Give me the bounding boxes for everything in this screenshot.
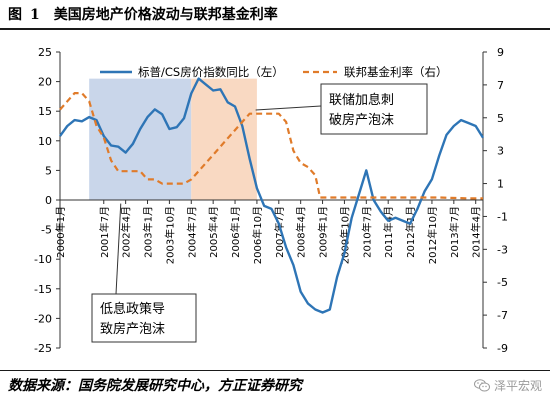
figure-title: 图 1 美国房地产价格波动与联邦基金利率	[8, 4, 278, 24]
right-tick-label: -1	[497, 210, 508, 223]
x-tick-label: 2008年4月	[295, 206, 308, 258]
left-tick-label: -20	[34, 312, 52, 325]
left-tick-label: -25	[34, 342, 52, 355]
annotation-leader-rate-hike	[255, 105, 322, 111]
right-tick-label: 7	[497, 79, 504, 92]
left-tick-label: -5	[41, 224, 52, 237]
left-tick-label: 5	[45, 164, 52, 177]
x-tick-label: 2009年10月	[338, 206, 351, 264]
x-tick-label: 2001年7月	[98, 206, 111, 258]
left-tick-label: 0	[45, 194, 52, 207]
figure-number: 1	[30, 7, 40, 23]
annotation-box-rate-hike	[320, 83, 428, 135]
annotation-text-rate-hike: 破房产泡沫	[329, 112, 394, 128]
annotation-text-rate-hike: 联储加息刺	[329, 92, 394, 108]
x-tick-label: 2004年7月	[185, 206, 198, 258]
left-tick-label: 10	[38, 135, 52, 148]
x-tick-label: 2011年4月	[382, 206, 395, 258]
right-tick-label: -5	[497, 276, 508, 289]
x-tick-label: 2003年10月	[163, 206, 176, 264]
watermark-text: 泽平宏观	[493, 379, 542, 393]
x-tick-label: 2012年10月	[426, 206, 439, 264]
figure-label: 图	[8, 7, 22, 23]
right-tick-label: 3	[497, 145, 504, 158]
fed-funds-rate-line	[59, 92, 483, 200]
left-tick-label: 20	[38, 76, 52, 89]
left-tick-label: 25	[38, 46, 52, 59]
source-rule	[0, 370, 550, 371]
wechat-icon	[473, 379, 490, 392]
x-tick-label: 2006年1月	[229, 206, 242, 258]
x-tick-label: 2014年4月	[470, 206, 483, 258]
x-tick-label: 2006年10月	[251, 206, 264, 264]
x-tick-label: 2010年7月	[360, 206, 373, 258]
annotation-text-low-rate: 致房产泡沫	[100, 321, 165, 337]
x-tick-label: 2000年1月	[54, 206, 67, 258]
right-tick-label: 9	[497, 46, 504, 59]
right-tick-label: 5	[497, 112, 504, 125]
right-tick-label: -7	[497, 309, 508, 322]
legend-label-hpi: 标普/CS房价指数同比（左）	[138, 65, 284, 79]
x-tick-label: 2012年1月	[404, 206, 417, 258]
left-tick-label: -10	[34, 253, 52, 266]
right-tick-label: -9	[497, 342, 508, 355]
annotation-leader-low-rate	[115, 203, 122, 295]
hpi-yoy-line	[59, 77, 485, 314]
legend-label-fed: 联邦基金利率（右）	[344, 65, 448, 79]
left-tick-label: -15	[34, 283, 52, 296]
right-tick-label: -3	[497, 243, 508, 256]
figure-title-text: 美国房地产价格波动与联邦基金利率	[53, 7, 278, 23]
annotation-box-low-rate	[91, 293, 197, 343]
watermark: 泽平宏观	[473, 377, 542, 394]
source-note: 数据来源：国务院发展研究中心，方正证券研究	[8, 378, 302, 394]
title-rule	[0, 28, 550, 30]
x-tick-label: 2005年4月	[207, 206, 220, 258]
x-tick-label: 2003年1月	[142, 206, 155, 258]
line-chart: -25 -20 -15 -10 -5 0 5 10 15 20 25 -9 -7 -5 -3 -1 1 3 5 7 9 2…	[34, 46, 508, 355]
annotation-text-low-rate: 低息政策导	[100, 301, 165, 317]
x-tick-label: 2013年7月	[448, 206, 461, 258]
left-tick-label: 15	[38, 105, 52, 118]
x-tick-label: 2002年4月	[120, 206, 133, 258]
x-tick-label: 2009年1月	[317, 206, 330, 258]
right-tick-label: 1	[497, 178, 504, 191]
